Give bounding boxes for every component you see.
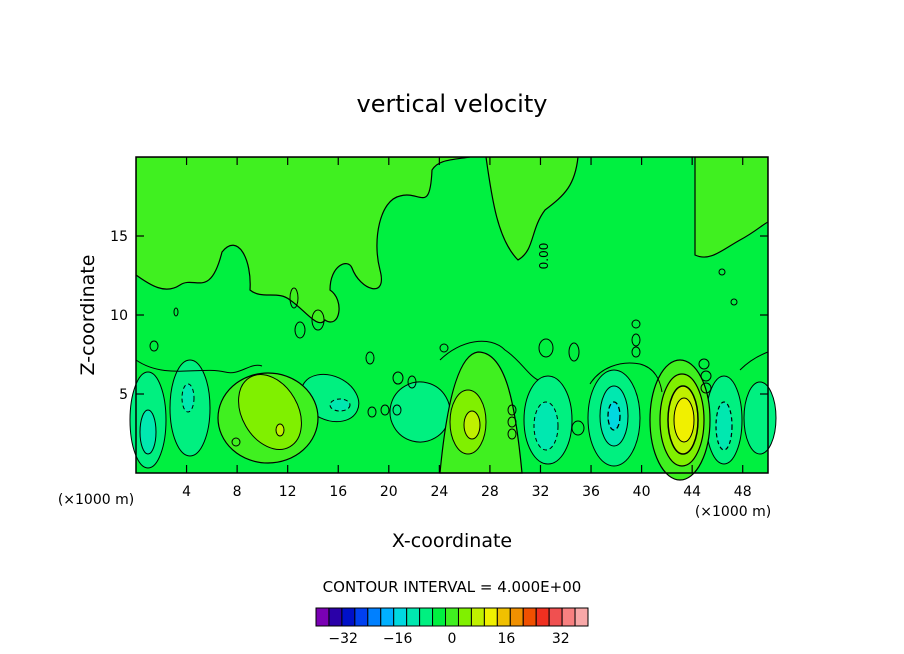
x-tick-label: 8 xyxy=(233,484,242,500)
colorbar-swatch xyxy=(509,607,524,627)
colorbar-swatch xyxy=(445,607,459,627)
x-tick-label: 16 xyxy=(329,484,347,500)
colorbar-swatch xyxy=(522,607,537,627)
negative-cells xyxy=(129,359,777,469)
colorbar-swatch xyxy=(380,607,395,627)
x-tick-label: 4 xyxy=(182,484,191,500)
colorbar-swatch xyxy=(470,607,485,627)
colorbar: −32 −16 0 16 32 xyxy=(315,607,589,647)
x-tick-label: 20 xyxy=(380,484,398,500)
x-unit-left: (×1000 m) xyxy=(58,492,134,508)
x-tick-label: 12 xyxy=(279,484,297,500)
x-tick-label: 40 xyxy=(633,484,651,500)
x-unit-right: (×1000 m) xyxy=(695,504,771,520)
colorbar-swatch xyxy=(393,607,408,627)
x-tick-label: 48 xyxy=(734,484,752,500)
upper-positive-region-3 xyxy=(694,157,768,258)
colorbar-tick-label: 0 xyxy=(448,631,457,647)
y-tick-label: 15 xyxy=(110,229,128,245)
y-axis: 5 10 15 xyxy=(110,229,768,403)
colorbar-swatch xyxy=(328,607,343,627)
x-tick-label: 36 xyxy=(582,484,600,500)
y-tick-label: 10 xyxy=(110,308,128,324)
x-axis-label: X-coordinate xyxy=(392,530,512,552)
small-contours xyxy=(135,268,769,447)
colorbar-tick-label: 16 xyxy=(497,631,515,647)
colorbar-swatch xyxy=(574,607,589,627)
positive-cells xyxy=(217,351,711,481)
y-tick-label: 5 xyxy=(119,387,128,403)
upper-positive-region-2 xyxy=(485,157,579,261)
upper-positive-region xyxy=(136,157,471,324)
colorbar-swatch xyxy=(496,607,511,627)
colorbar-swatch xyxy=(341,607,356,627)
x-tick-label: 32 xyxy=(532,484,550,500)
x-tick-label: 28 xyxy=(481,484,499,500)
colorbar-swatch xyxy=(457,607,472,627)
colorbar-swatch xyxy=(432,607,447,627)
colorbar-tick-label: −16 xyxy=(383,631,413,647)
colorbar-swatch xyxy=(483,607,498,627)
colorbar-tick-label: 32 xyxy=(552,631,570,647)
colorbar-swatch xyxy=(561,607,576,627)
x-tick-label: 44 xyxy=(683,484,701,500)
chart-title: vertical velocity xyxy=(357,90,548,118)
x-tick-label: 24 xyxy=(430,484,448,500)
contour-interval-text: CONTOUR INTERVAL = 4.000E+00 xyxy=(323,578,582,596)
colorbar-tick-label: −32 xyxy=(328,631,358,647)
y-axis-label: Z-coordinate xyxy=(77,255,99,376)
colorbar-swatch xyxy=(354,607,369,627)
contour-zero-label: 0.00 xyxy=(537,243,551,270)
colorbar-swatch xyxy=(535,607,550,627)
colorbar-swatch xyxy=(419,607,434,627)
colorbar-swatch xyxy=(315,607,330,627)
colorbar-swatch xyxy=(548,607,563,627)
colorbar-swatch xyxy=(406,607,421,627)
x-axis: 4 8 12 16 20 24 28 32 36 40 44 48 xyxy=(182,157,752,500)
colorbar-swatch xyxy=(367,607,382,627)
